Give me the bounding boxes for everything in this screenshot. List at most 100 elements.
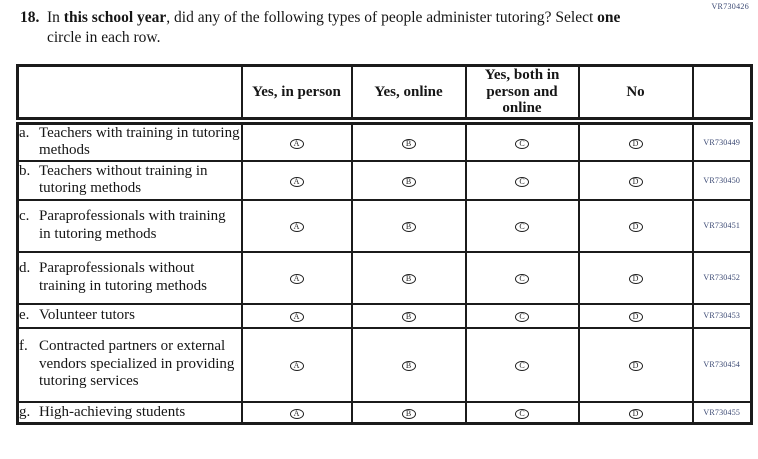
option-circle-c[interactable]: C — [515, 138, 529, 149]
row-label: Teachers without training in tutoring me… — [39, 162, 208, 197]
option-cell-no: D — [577, 400, 694, 425]
row-label-cell: e. Volunteer tutors — [16, 302, 243, 329]
option-circle-a[interactable]: A — [289, 274, 304, 284]
option-cell-yes-online: B — [350, 302, 467, 329]
option-cell-no: D — [577, 159, 694, 201]
row-label: Contracted partners or external vendors … — [39, 338, 235, 390]
row-label-cell: c. Paraprofessionals with training in tut… — [16, 198, 243, 253]
column-header-no: No — [577, 64, 694, 125]
option-circle-a[interactable]: A — [289, 176, 304, 187]
table-row: d. Paraprofessionals without training in … — [16, 250, 753, 305]
row-letter: b. — [19, 162, 31, 179]
option-cell-no: D — [577, 250, 694, 305]
option-cell-yes-in-person: A — [240, 302, 353, 329]
option-cell-yes-both: C — [464, 159, 580, 201]
row-label-cell: f. Contracted partners or external vendor… — [16, 326, 243, 403]
column-header-yes-in-person: Yes, in person — [240, 64, 353, 125]
header-code-blank — [691, 64, 753, 125]
option-cell-yes-online: B — [350, 159, 467, 201]
row-label-cell: g. High-achieving students — [16, 400, 243, 425]
option-cell-no: D — [577, 326, 694, 403]
option-cell-yes-online: B — [350, 119, 467, 162]
table-row: b. Teachers without training in tutoring … — [16, 159, 753, 201]
row-label-cell: d. Paraprofessionals without training in … — [16, 250, 243, 305]
option-circle-d[interactable]: D — [628, 312, 643, 322]
row-code: VR730454 — [691, 326, 753, 403]
option-circle-d[interactable]: D — [628, 408, 643, 419]
option-cell-yes-in-person: A — [240, 119, 353, 162]
row-label: Paraprofessionals with training in tutor… — [39, 208, 226, 242]
column-header-yes-online: Yes, online — [350, 64, 467, 125]
option-circle-d[interactable]: D — [628, 361, 643, 371]
option-circle-a[interactable]: A — [289, 361, 304, 371]
option-circle-d[interactable]: D — [628, 138, 643, 149]
option-cell-no: D — [577, 302, 694, 329]
row-label: High-achieving students — [39, 403, 186, 420]
option-cell-yes-both: C — [464, 326, 580, 403]
table-row: e. Volunteer tutors A B C D VR730453 — [16, 302, 753, 329]
option-cell-yes-in-person: A — [240, 400, 353, 425]
option-circle-b[interactable]: B — [401, 408, 416, 419]
row-letter: g. — [19, 403, 31, 420]
question-text-segment: In — [47, 9, 64, 26]
table-row: f. Contracted partners or external vendor… — [16, 326, 753, 403]
option-cell-yes-online: B — [350, 198, 467, 253]
table-row: c. Paraprofessionals with training in tut… — [16, 198, 753, 253]
question-number: 18. — [20, 9, 40, 26]
row-letter: e. — [19, 306, 30, 323]
table-header-row: Yes, in person Yes, online Yes, both in … — [16, 64, 753, 125]
row-code: VR730452 — [691, 250, 753, 305]
option-circle-b[interactable]: B — [401, 361, 416, 371]
option-cell-yes-both: C — [464, 119, 580, 162]
option-circle-d[interactable]: D — [628, 274, 643, 284]
row-label-cell: a. Teachers with training in tutoring met… — [16, 119, 243, 162]
form-code-top-right: VR730426 — [711, 2, 749, 11]
option-circle-c[interactable]: C — [515, 274, 529, 284]
option-circle-a[interactable]: A — [289, 138, 304, 149]
option-cell-yes-in-person: A — [240, 326, 353, 403]
option-cell-yes-in-person: A — [240, 250, 353, 305]
option-cell-yes-online: B — [350, 400, 467, 425]
row-code: VR730449 — [691, 119, 753, 162]
question-text-segment: circle in each row. — [47, 29, 161, 46]
option-circle-c[interactable]: C — [515, 222, 529, 232]
row-label: Paraprofessionals without training in tu… — [39, 260, 207, 294]
option-circle-d[interactable]: D — [628, 222, 643, 232]
option-cell-yes-both: C — [464, 302, 580, 329]
row-letter: c. — [19, 208, 30, 224]
row-letter: a. — [19, 124, 30, 141]
row-label-cell: b. Teachers without training in tutoring … — [16, 159, 243, 201]
option-cell-yes-both: C — [464, 400, 580, 425]
row-code: VR730450 — [691, 159, 753, 201]
option-circle-c[interactable]: C — [515, 176, 529, 187]
option-circle-b[interactable]: B — [401, 312, 416, 322]
header-blank — [16, 64, 243, 125]
option-circle-b[interactable]: B — [401, 138, 416, 149]
option-circle-b[interactable]: B — [401, 176, 416, 187]
option-circle-a[interactable]: A — [289, 312, 304, 322]
option-circle-d[interactable]: D — [628, 176, 643, 187]
row-code: VR730453 — [691, 302, 753, 329]
survey-response-table: Yes, in person Yes, online Yes, both in … — [16, 64, 753, 425]
option-cell-yes-in-person: A — [240, 198, 353, 253]
row-label: Volunteer tutors — [39, 306, 135, 323]
row-code: VR730451 — [691, 198, 753, 253]
option-circle-c[interactable]: C — [515, 408, 529, 419]
question-text-segment: , did any of the following types of peop… — [166, 9, 598, 26]
option-cell-no: D — [577, 119, 694, 162]
option-circle-b[interactable]: B — [401, 222, 416, 232]
table-row: g. High-achieving students A B C D VR7304… — [16, 400, 753, 425]
question-text-bold-segment: this school year — [63, 9, 167, 26]
option-cell-yes-online: B — [350, 326, 467, 403]
option-circle-a[interactable]: A — [289, 222, 304, 232]
option-circle-a[interactable]: A — [289, 408, 304, 419]
option-cell-yes-online: B — [350, 250, 467, 305]
row-code: VR730455 — [691, 400, 753, 425]
option-circle-b[interactable]: B — [401, 274, 416, 284]
option-circle-c[interactable]: C — [515, 312, 529, 322]
question-block: 18. In this school year, did any of the … — [20, 8, 660, 48]
table-row: a. Teachers with training in tutoring met… — [16, 119, 753, 162]
option-cell-yes-both: C — [464, 198, 580, 253]
option-circle-c[interactable]: C — [515, 361, 529, 371]
question-text: In this school year, did any of the foll… — [47, 8, 647, 48]
